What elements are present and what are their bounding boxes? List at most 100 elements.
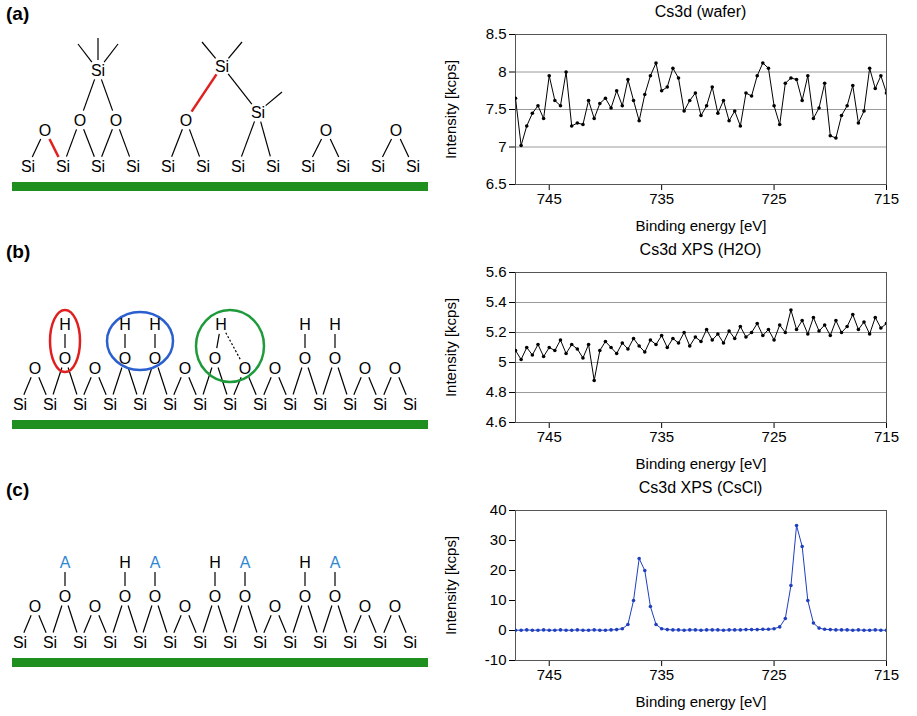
svg-text:4.6: 4.6 [486, 413, 507, 430]
svg-text:Si: Si [103, 396, 117, 413]
svg-text:Si: Si [313, 396, 327, 413]
svg-text:H: H [329, 316, 341, 333]
svg-text:O: O [239, 360, 251, 377]
svg-text:715: 715 [874, 428, 899, 445]
svg-text:Si: Si [133, 396, 147, 413]
svg-text:Si: Si [43, 396, 57, 413]
svg-text:O: O [329, 588, 341, 605]
svg-text:O: O [39, 122, 51, 139]
svg-text:Si: Si [126, 158, 140, 175]
svg-text:Si: Si [371, 158, 385, 175]
svg-text:Si: Si [336, 158, 350, 175]
svg-text:Intensity [kcps]: Intensity [kcps] [442, 60, 459, 159]
svg-text:Si: Si [403, 634, 417, 651]
svg-text:Si: Si [91, 158, 105, 175]
svg-text:Si: Si [343, 634, 357, 651]
svg-text:Binding energy [eV]: Binding energy [eV] [636, 217, 767, 234]
svg-text:O: O [320, 122, 332, 139]
svg-text:Si: Si [73, 634, 87, 651]
svg-text:O: O [149, 588, 161, 605]
svg-text:O: O [119, 588, 131, 605]
svg-text:Si: Si [406, 158, 420, 175]
svg-text:O: O [59, 588, 71, 605]
svg-text:Intensity [kcps]: Intensity [kcps] [442, 536, 459, 635]
svg-text:7: 7 [498, 138, 506, 155]
svg-text:O: O [359, 360, 371, 377]
svg-text:O: O [269, 598, 281, 615]
svg-text:Si: Si [283, 396, 297, 413]
svg-text:H: H [215, 316, 227, 333]
svg-text:745: 745 [537, 428, 562, 445]
svg-text:8.5: 8.5 [486, 25, 507, 42]
svg-text:Si: Si [251, 104, 265, 121]
svg-text:A: A [240, 554, 251, 571]
svg-text:715: 715 [874, 190, 899, 207]
svg-text:Intensity [kcps]: Intensity [kcps] [442, 298, 459, 397]
svg-text:(a): (a) [6, 3, 29, 24]
svg-text:Si: Si [193, 634, 207, 651]
svg-text:O: O [209, 588, 221, 605]
svg-text:Si: Si [43, 634, 57, 651]
svg-text:Si: Si [91, 62, 105, 79]
svg-text:Si: Si [343, 396, 357, 413]
svg-text:Si: Si [163, 396, 177, 413]
svg-text:725: 725 [762, 428, 787, 445]
svg-text:Binding energy [eV]: Binding energy [eV] [636, 455, 767, 472]
svg-text:O: O [180, 112, 192, 129]
svg-text:20: 20 [490, 561, 507, 578]
svg-text:H: H [119, 316, 131, 333]
svg-text:Si: Si [163, 634, 177, 651]
svg-text:O: O [389, 360, 401, 377]
svg-text:715: 715 [874, 666, 899, 683]
svg-text:Binding energy [eV]: Binding energy [eV] [636, 693, 767, 710]
svg-text:Si: Si [253, 396, 267, 413]
svg-text:O: O [299, 350, 311, 367]
svg-text:H: H [149, 316, 161, 333]
svg-text:A: A [330, 554, 341, 571]
svg-text:5.4: 5.4 [486, 293, 507, 310]
svg-text:O: O [149, 350, 161, 367]
svg-text:6.5: 6.5 [486, 175, 507, 192]
svg-text:Si: Si [73, 396, 87, 413]
svg-text:Si: Si [133, 634, 147, 651]
svg-text:8: 8 [498, 63, 506, 80]
svg-text:745: 745 [537, 190, 562, 207]
svg-text:40: 40 [490, 501, 507, 518]
svg-text:O: O [329, 350, 341, 367]
svg-text:Si: Si [193, 396, 207, 413]
svg-text:30: 30 [490, 531, 507, 548]
svg-text:O: O [89, 360, 101, 377]
svg-text:5: 5 [498, 353, 506, 370]
svg-text:Si: Si [103, 634, 117, 651]
svg-text:Si: Si [13, 396, 27, 413]
svg-text:O: O [209, 350, 221, 367]
svg-text:Si: Si [215, 58, 229, 75]
svg-text:Si: Si [301, 158, 315, 175]
svg-text:O: O [110, 112, 122, 129]
svg-text:Si: Si [13, 634, 27, 651]
svg-text:10: 10 [490, 591, 507, 608]
svg-text:Si: Si [283, 634, 297, 651]
svg-text:5.2: 5.2 [486, 323, 507, 340]
svg-text:Si: Si [196, 158, 210, 175]
svg-text:-10: -10 [485, 651, 507, 668]
svg-text:A: A [60, 554, 71, 571]
svg-text:(c): (c) [6, 479, 29, 500]
svg-text:A: A [150, 554, 161, 571]
svg-text:O: O [59, 350, 71, 367]
svg-text:O: O [389, 598, 401, 615]
svg-text:Si: Si [21, 158, 35, 175]
svg-text:O: O [179, 360, 191, 377]
svg-text:Si: Si [161, 158, 175, 175]
svg-text:(b): (b) [6, 241, 30, 262]
svg-text:725: 725 [762, 190, 787, 207]
svg-text:O: O [239, 588, 251, 605]
svg-text:735: 735 [649, 666, 674, 683]
svg-text:4.8: 4.8 [486, 383, 507, 400]
svg-text:Si: Si [223, 634, 237, 651]
svg-text:Si: Si [56, 158, 70, 175]
svg-text:H: H [119, 554, 131, 571]
svg-text:O: O [269, 360, 281, 377]
svg-text:Si: Si [403, 396, 417, 413]
svg-text:Si: Si [313, 634, 327, 651]
